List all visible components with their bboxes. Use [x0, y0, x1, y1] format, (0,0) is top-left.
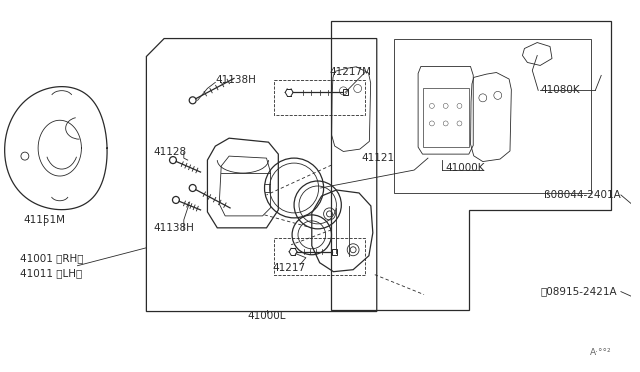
Text: Ⓟ08915-2421A: Ⓟ08915-2421A	[540, 286, 617, 296]
Text: A·°°²: A·°°²	[589, 348, 611, 357]
Text: 41217M: 41217M	[330, 67, 371, 77]
Text: 41151M: 41151M	[23, 215, 65, 225]
Text: 41138H: 41138H	[215, 76, 256, 86]
Text: 41217: 41217	[273, 263, 305, 273]
Text: 41128: 41128	[154, 147, 186, 157]
Text: 41000L: 41000L	[247, 311, 285, 321]
Text: 41011 （LH）: 41011 （LH）	[20, 269, 83, 279]
Text: ß08044-2401A: ß08044-2401A	[544, 190, 621, 200]
Text: 41000K: 41000K	[445, 163, 485, 173]
Text: 41080K: 41080K	[540, 85, 580, 95]
Text: 41138H: 41138H	[154, 223, 194, 233]
Text: 41001 〈RH〉: 41001 〈RH〉	[20, 253, 84, 263]
Bar	[394, 39, 591, 193]
Text: 41121: 41121	[361, 153, 394, 163]
